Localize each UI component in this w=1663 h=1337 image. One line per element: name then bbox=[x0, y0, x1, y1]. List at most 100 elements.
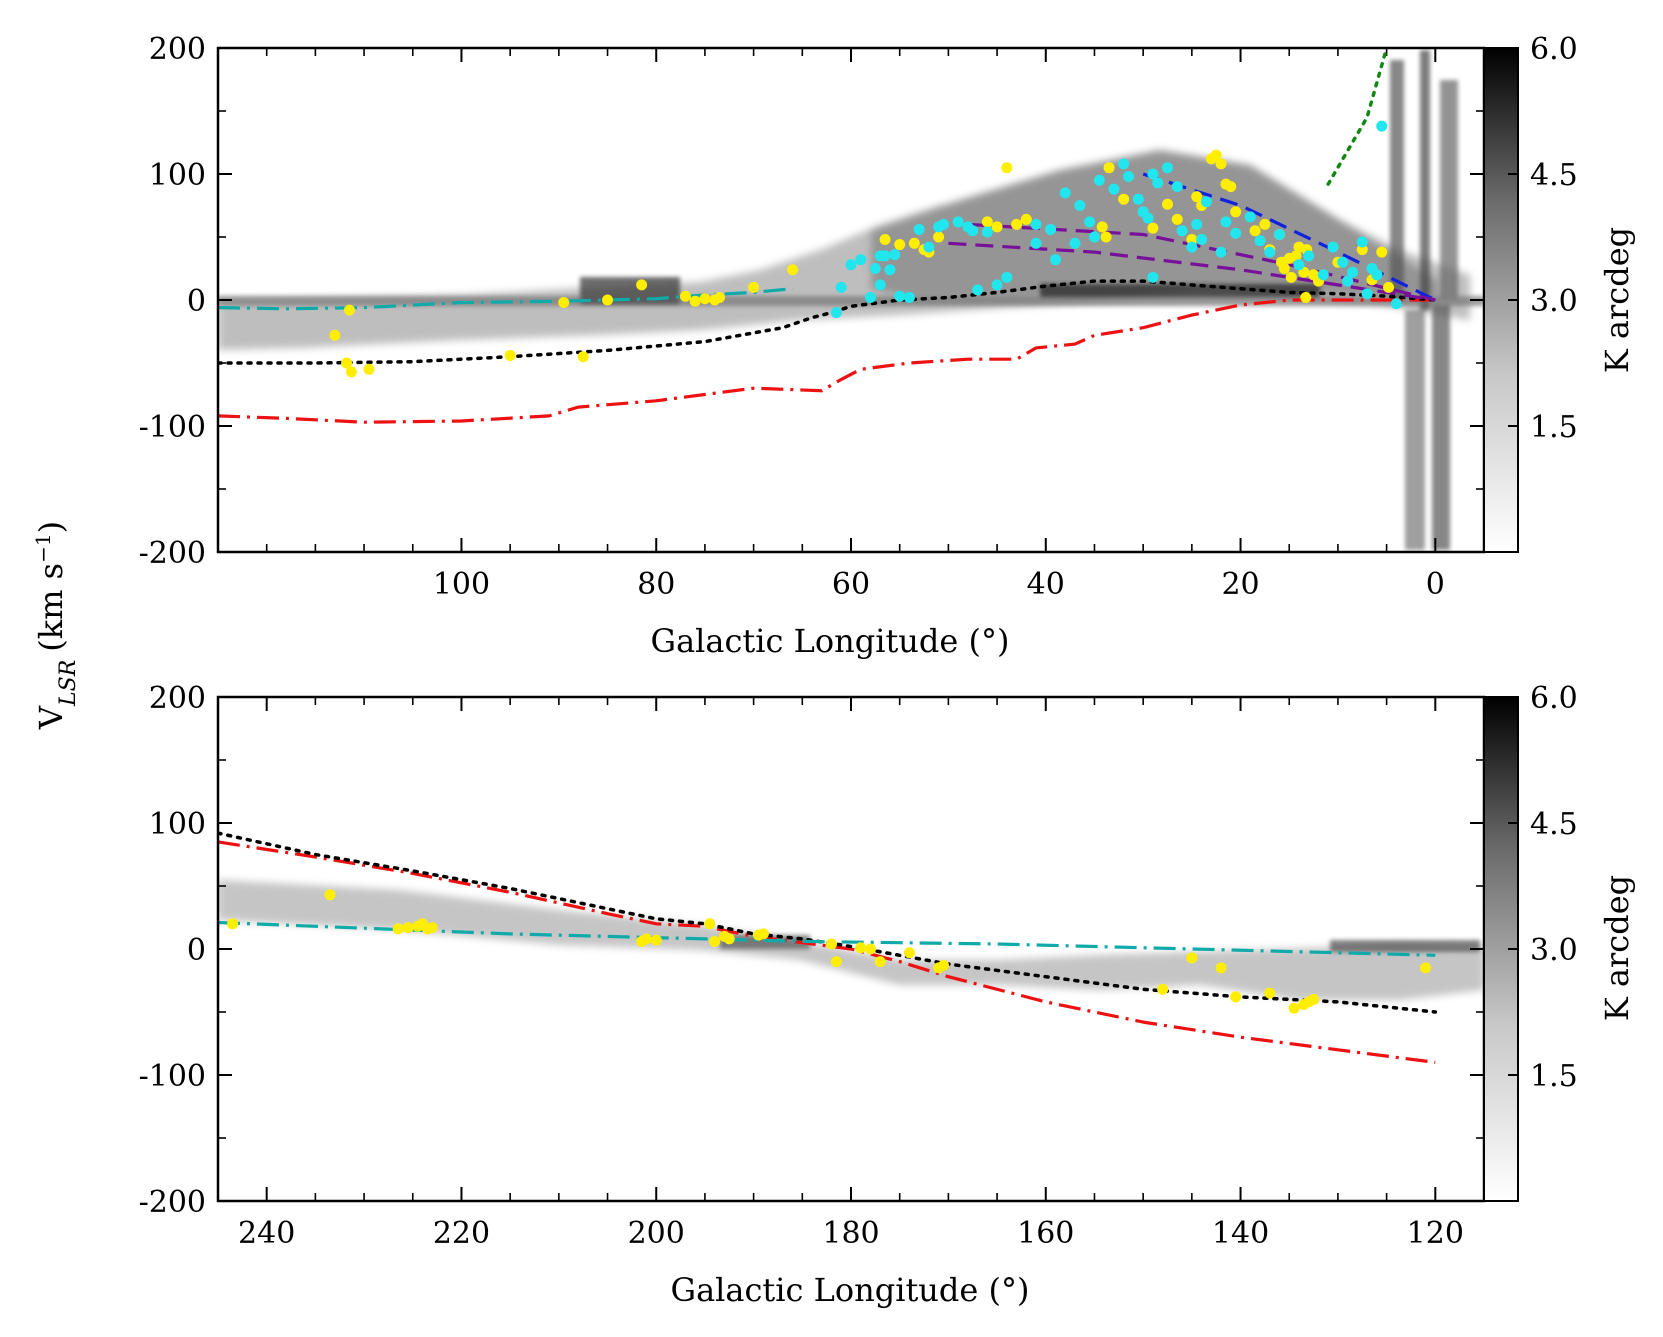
x-tick-label: 200 bbox=[628, 1216, 685, 1251]
scatter-point bbox=[1356, 236, 1368, 248]
scatter-point bbox=[1103, 162, 1115, 174]
scatter-point bbox=[577, 351, 589, 363]
scatter-point bbox=[1300, 291, 1312, 303]
colorbar-tick-label: 4.5 bbox=[1530, 807, 1578, 842]
scatter-point bbox=[227, 918, 239, 930]
scatter-point bbox=[1327, 241, 1339, 253]
scatter-point bbox=[1383, 281, 1395, 293]
scatter-point bbox=[1288, 1002, 1300, 1014]
x-tick-label: 180 bbox=[822, 1216, 879, 1251]
scatter-point bbox=[1273, 228, 1285, 240]
scatter-point bbox=[602, 294, 614, 306]
scatter-point bbox=[636, 279, 648, 291]
y-tick-label: -200 bbox=[139, 536, 206, 571]
scatter-point bbox=[889, 249, 901, 261]
scatter-point bbox=[714, 291, 726, 303]
scatter-point bbox=[1088, 231, 1100, 243]
scatter-point bbox=[1001, 271, 1013, 283]
scatter-point bbox=[1108, 183, 1120, 195]
series-line bbox=[948, 241, 1436, 302]
scatter-point bbox=[1337, 256, 1349, 268]
scatter-point bbox=[1142, 212, 1154, 224]
scatter-point bbox=[869, 263, 881, 274]
scatter-point bbox=[787, 264, 799, 276]
scatter-point bbox=[1074, 200, 1086, 211]
ylabel-close: ) bbox=[32, 521, 70, 533]
scatter-point bbox=[748, 281, 760, 293]
scatter-point bbox=[1220, 216, 1232, 228]
ylabel-sub: LSR bbox=[56, 660, 81, 707]
scatter-point bbox=[879, 234, 891, 246]
scatter-point bbox=[855, 942, 867, 954]
scatter-point bbox=[1123, 171, 1135, 183]
bottom-tick-labels: 200 100 0 -100 -200 240 220 200 180 160 140 120 bbox=[139, 681, 1464, 1251]
colorbar-tick-label: 3.0 bbox=[1530, 284, 1578, 319]
bottom-colorbar-gradient bbox=[1483, 696, 1519, 1202]
bottom-panel: 200 100 0 -100 -200 240 220 200 180 160 140 120 Gal… bbox=[139, 681, 1636, 1309]
scatter-point bbox=[864, 943, 876, 955]
scatter-point bbox=[864, 291, 876, 303]
top-points bbox=[329, 120, 1402, 378]
scatter-point bbox=[1118, 193, 1130, 205]
scatter-point bbox=[923, 241, 935, 253]
scatter-point bbox=[1376, 246, 1388, 258]
svg-text:VLSR(km s−1): VLSR (km s−1) bbox=[31, 521, 81, 730]
scatter-point bbox=[938, 218, 950, 230]
scatter-point bbox=[1069, 237, 1081, 249]
scatter-point bbox=[345, 366, 357, 378]
scatter-point bbox=[991, 279, 1003, 291]
scatter-point bbox=[1162, 162, 1173, 174]
scatter-point bbox=[1011, 218, 1023, 230]
scatter-point bbox=[392, 923, 404, 935]
colorbar-tick-label: 1.5 bbox=[1530, 1059, 1578, 1094]
scatter-point bbox=[952, 216, 964, 228]
scatter-point bbox=[874, 250, 886, 262]
x-tick-label: 0 bbox=[1426, 567, 1445, 602]
series-line bbox=[1326, 48, 1389, 186]
scatter-point bbox=[1147, 168, 1159, 180]
scatter-point bbox=[1171, 181, 1183, 193]
scatter-point bbox=[874, 279, 886, 291]
scatter-point bbox=[1285, 271, 1297, 283]
scatter-point bbox=[679, 290, 691, 302]
scatter-point bbox=[913, 223, 925, 235]
x-tick-label: 120 bbox=[1407, 1216, 1464, 1251]
x-tick-label: 160 bbox=[1017, 1216, 1074, 1251]
x-tick-label: 140 bbox=[1212, 1216, 1269, 1251]
scatter-point bbox=[329, 329, 341, 341]
bottom-colorbar-ticks: 6.0 4.5 3.0 1.5 bbox=[1508, 681, 1578, 1094]
bottom-xlabel: Galactic Longitude (°) bbox=[671, 1271, 1030, 1309]
scatter-point bbox=[640, 933, 652, 945]
scatter-point bbox=[845, 259, 857, 271]
scatter-point bbox=[1030, 237, 1042, 249]
scatter-point bbox=[1132, 193, 1144, 205]
scatter-point bbox=[1420, 962, 1432, 974]
scatter-point bbox=[1215, 962, 1227, 974]
scatter-point bbox=[1264, 246, 1276, 258]
scatter-point bbox=[1152, 177, 1164, 189]
y-tick-label: -100 bbox=[139, 1059, 206, 1094]
scatter-point bbox=[1249, 225, 1261, 237]
scatter-point bbox=[1210, 149, 1222, 161]
x-tick-label: 40 bbox=[1027, 567, 1065, 602]
scatter-point bbox=[1225, 181, 1237, 193]
y-tick-label: 200 bbox=[149, 681, 206, 716]
scatter-point bbox=[835, 281, 847, 293]
scatter-point bbox=[1342, 275, 1354, 287]
scatter-point bbox=[1259, 218, 1271, 230]
colorbar-tick-label: 6.0 bbox=[1530, 32, 1578, 67]
scatter-point bbox=[650, 934, 662, 946]
scatter-point bbox=[1186, 952, 1198, 964]
scatter-point bbox=[1196, 234, 1208, 246]
x-tick-label: 20 bbox=[1221, 567, 1259, 602]
scatter-point bbox=[1290, 250, 1302, 262]
scatter-point bbox=[1317, 269, 1329, 281]
scatter-point bbox=[981, 226, 993, 238]
scatter-point bbox=[1293, 259, 1305, 271]
scatter-point bbox=[972, 284, 984, 296]
top-colorbar-label: K arcdeg bbox=[1598, 227, 1636, 373]
series-line bbox=[218, 298, 1436, 424]
bottom-ticks bbox=[217, 696, 1485, 1202]
scatter-point bbox=[1045, 223, 1057, 235]
